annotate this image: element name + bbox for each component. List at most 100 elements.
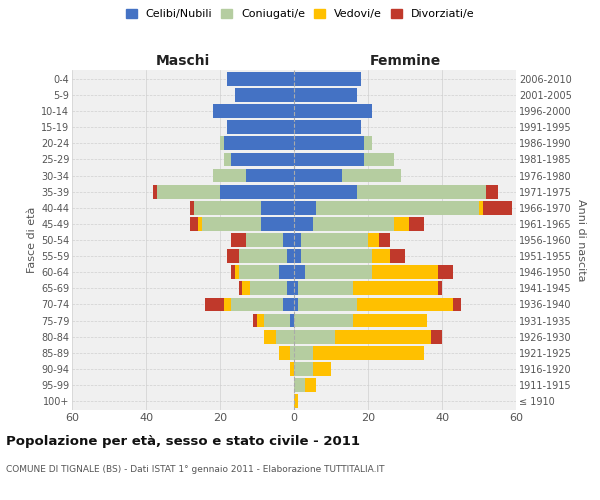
Bar	[294, 72, 361, 86]
Bar	[279, 346, 290, 360]
Bar	[431, 330, 442, 344]
Bar	[261, 217, 294, 230]
Bar	[239, 282, 242, 295]
Bar	[202, 217, 261, 230]
Bar	[294, 314, 353, 328]
Bar	[368, 233, 379, 247]
Bar	[439, 282, 442, 295]
Bar	[194, 201, 261, 214]
Bar	[294, 233, 301, 247]
Bar	[231, 298, 283, 312]
Bar	[372, 250, 390, 263]
Bar	[242, 282, 250, 295]
Bar	[313, 362, 331, 376]
Bar	[231, 266, 235, 279]
Bar	[364, 136, 372, 150]
Bar	[294, 217, 313, 230]
Text: Maschi: Maschi	[156, 54, 210, 68]
Bar	[265, 314, 290, 328]
Bar	[364, 152, 394, 166]
Bar	[250, 282, 287, 295]
Text: Femmine: Femmine	[370, 54, 440, 68]
Bar	[294, 346, 313, 360]
Bar	[239, 250, 287, 263]
Bar	[294, 298, 298, 312]
Text: Popolazione per età, sesso e stato civile - 2011: Popolazione per età, sesso e stato civil…	[6, 435, 360, 448]
Bar	[298, 298, 357, 312]
Bar	[294, 104, 372, 118]
Bar	[231, 152, 294, 166]
Bar	[294, 168, 342, 182]
Bar	[220, 136, 224, 150]
Bar	[335, 330, 431, 344]
Bar	[294, 330, 335, 344]
Bar	[239, 266, 279, 279]
Bar	[190, 217, 198, 230]
Bar	[294, 266, 305, 279]
Bar	[316, 201, 479, 214]
Bar	[235, 88, 294, 102]
Bar	[357, 185, 487, 198]
Bar	[294, 282, 298, 295]
Bar	[290, 314, 294, 328]
Bar	[453, 298, 461, 312]
Bar	[294, 185, 357, 198]
Bar	[294, 378, 305, 392]
Text: COMUNE DI TIGNALE (BS) - Dati ISTAT 1° gennaio 2011 - Elaborazione TUTTITALIA.IT: COMUNE DI TIGNALE (BS) - Dati ISTAT 1° g…	[6, 465, 385, 474]
Bar	[301, 233, 368, 247]
Bar	[294, 136, 364, 150]
Bar	[212, 104, 294, 118]
Bar	[154, 185, 157, 198]
Bar	[157, 185, 220, 198]
Bar	[313, 346, 424, 360]
Bar	[275, 330, 294, 344]
Bar	[205, 298, 224, 312]
Bar	[313, 217, 394, 230]
Bar	[357, 298, 453, 312]
Bar	[287, 282, 294, 295]
Bar	[294, 250, 301, 263]
Bar	[224, 152, 231, 166]
Bar	[287, 250, 294, 263]
Bar	[290, 362, 294, 376]
Legend: Celibi/Nubili, Coniugati/e, Vedovi/e, Divorziati/e: Celibi/Nubili, Coniugati/e, Vedovi/e, Di…	[122, 6, 478, 22]
Bar	[301, 250, 372, 263]
Bar	[290, 346, 294, 360]
Bar	[479, 201, 483, 214]
Bar	[298, 282, 353, 295]
Y-axis label: Fasce di età: Fasce di età	[26, 207, 37, 273]
Bar	[220, 185, 294, 198]
Bar	[390, 250, 405, 263]
Bar	[379, 233, 390, 247]
Bar	[227, 72, 294, 86]
Bar	[212, 168, 246, 182]
Bar	[227, 120, 294, 134]
Bar	[305, 378, 316, 392]
Bar	[294, 362, 313, 376]
Bar	[265, 330, 275, 344]
Bar	[305, 266, 372, 279]
Bar	[198, 217, 202, 230]
Bar	[342, 168, 401, 182]
Bar	[190, 201, 194, 214]
Bar	[483, 201, 512, 214]
Bar	[279, 266, 294, 279]
Bar	[294, 152, 364, 166]
Bar	[294, 88, 357, 102]
Bar	[294, 394, 298, 408]
Bar	[283, 298, 294, 312]
Bar	[283, 233, 294, 247]
Bar	[372, 266, 439, 279]
Bar	[257, 314, 265, 328]
Bar	[487, 185, 497, 198]
Bar	[235, 266, 239, 279]
Bar	[439, 266, 453, 279]
Bar	[231, 233, 246, 247]
Bar	[224, 136, 294, 150]
Bar	[224, 298, 231, 312]
Bar	[253, 314, 257, 328]
Bar	[353, 282, 439, 295]
Y-axis label: Anni di nascita: Anni di nascita	[576, 198, 586, 281]
Bar	[246, 168, 294, 182]
Bar	[294, 120, 361, 134]
